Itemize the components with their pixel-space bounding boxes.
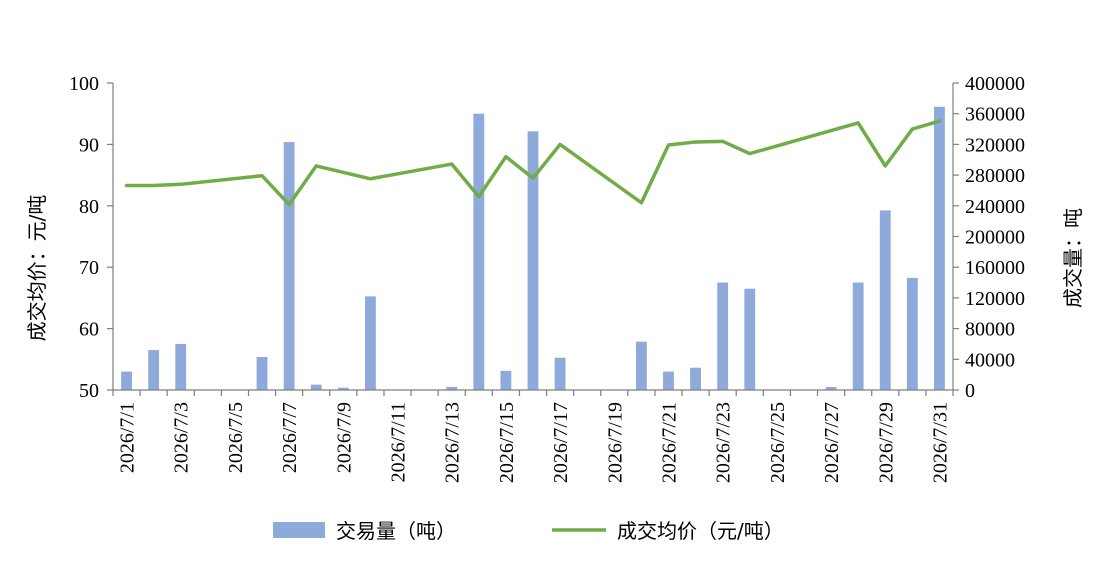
legend: 交易量（吨） 成交均价（元/吨） <box>273 519 784 543</box>
volume-bar-2026/7/21 <box>663 371 674 390</box>
price-line-layer <box>124 119 942 207</box>
volume-bar-2026/7/17 <box>554 357 566 390</box>
x-tick-label: 2026/7/23 <box>713 402 735 483</box>
legend-bar-swatch <box>273 522 325 538</box>
right-tick-label: 320000 <box>965 134 1025 156</box>
right-tick-label: 80000 <box>965 319 1015 341</box>
volume-bar-2026/7/16 <box>527 131 539 390</box>
x-tick-label: 2026/7/31 <box>929 402 951 483</box>
right-tick-label: 160000 <box>965 257 1025 279</box>
left-tick-label: 70 <box>79 257 99 279</box>
x-tick-label: 2026/7/25 <box>767 402 789 483</box>
volume-bar-2026/7/13 <box>446 386 458 390</box>
left-tick-label: 50 <box>79 380 99 402</box>
legend-bar-label: 交易量（吨） <box>336 519 456 543</box>
right-axis-ticks: 0 40000 80000 120000 160000 200000 240000 28000… <box>953 73 1025 402</box>
volume-bar-2026/7/20 <box>635 341 647 390</box>
volume-bar-2026/7/9 <box>337 387 349 390</box>
x-tick-label: 2026/7/13 <box>442 402 464 483</box>
volume-bar-2026/7/22 <box>690 367 701 390</box>
volume-bar-2026/7/2 <box>148 350 160 390</box>
volume-bar-2026/7/23 <box>717 282 729 390</box>
right-tick-label: 400000 <box>965 73 1025 95</box>
right-tick-label: 240000 <box>965 196 1025 218</box>
right-tick-label: 0 <box>965 380 975 402</box>
x-tick-label: 2026/7/7 <box>279 402 301 473</box>
x-tick-label: 2026/7/5 <box>225 402 247 473</box>
x-tick-label: 2026/7/15 <box>496 402 518 483</box>
volume-bar-2026/7/14 <box>473 113 485 390</box>
left-tick-label: 90 <box>79 134 99 156</box>
left-tick-label: 100 <box>69 73 99 95</box>
right-tick-label: 280000 <box>965 165 1025 187</box>
volume-bar-2026/7/24 <box>744 288 756 390</box>
x-tick-label: 2026/7/27 <box>821 402 843 483</box>
volume-bar-2026/7/27 <box>825 386 837 390</box>
volume-bars <box>121 106 945 390</box>
right-tick-label: 360000 <box>965 104 1025 126</box>
x-tick-label: 2026/7/3 <box>171 402 193 473</box>
left-tick-label: 80 <box>79 196 99 218</box>
volume-bar-2026/7/31 <box>934 106 945 390</box>
volume-bar-2026/7/29 <box>879 210 891 390</box>
x-tick-label: 2026/7/9 <box>333 402 355 473</box>
volume-bar-2026/7/7 <box>283 142 295 390</box>
volume-bar-2026/7/3 <box>175 343 187 390</box>
legend-line-label: 成交均价（元/吨） <box>617 519 784 543</box>
left-axis-ticks: 50 60 70 80 90 100 <box>69 73 113 402</box>
x-tick-label: 2026/7/17 <box>550 402 572 483</box>
right-tick-label: 200000 <box>965 227 1025 249</box>
volume-bar-2026/7/1 <box>121 371 132 390</box>
right-tick-label: 120000 <box>965 288 1025 310</box>
price-line <box>124 119 942 207</box>
volume-bar-2026/7/6 <box>256 357 268 390</box>
left-axis-label: 成交均价：元/吨 <box>25 195 49 342</box>
volume-bar-2026/7/30 <box>906 277 918 390</box>
left-tick-label: 60 <box>79 319 99 341</box>
x-tick-label: 2026/7/1 <box>117 402 139 473</box>
right-axis-label: 成交量：吨 <box>1061 208 1085 308</box>
x-axis-ticks: 2026/7/1 2026/7/3 2026/7/5 2026/7/7 2026/7/9… <box>112 390 954 483</box>
volume-bar-2026/7/15 <box>500 370 512 390</box>
x-tick-label: 2026/7/19 <box>604 402 626 483</box>
volume-bar-2026/7/28 <box>852 282 864 390</box>
x-tick-label: 2026/7/11 <box>388 402 410 482</box>
volume-bar-2026/7/10 <box>365 296 376 390</box>
right-tick-label: 40000 <box>965 349 1015 371</box>
x-tick-label: 2026/7/29 <box>875 402 897 483</box>
volume-bar-2026/7/8 <box>310 384 322 390</box>
x-tick-label: 2026/7/21 <box>658 402 680 483</box>
